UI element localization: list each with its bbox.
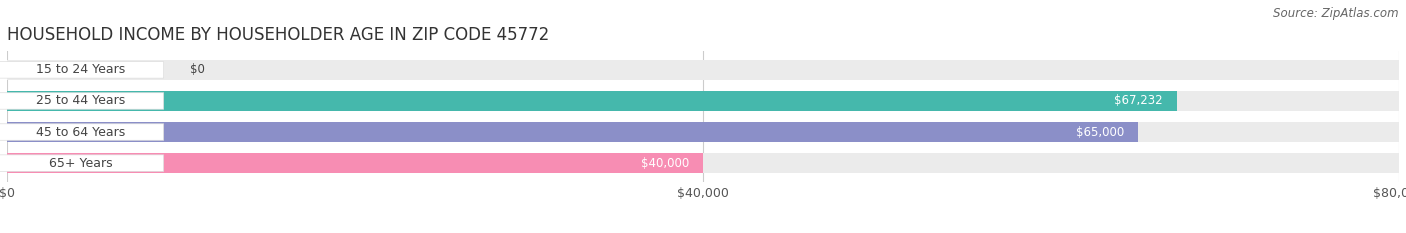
FancyBboxPatch shape xyxy=(0,155,163,171)
Bar xyxy=(7,60,1399,79)
Text: $0: $0 xyxy=(190,63,205,76)
Text: $65,000: $65,000 xyxy=(1076,126,1123,139)
Bar xyxy=(7,122,1137,142)
Text: $67,232: $67,232 xyxy=(1115,94,1163,107)
Text: Source: ZipAtlas.com: Source: ZipAtlas.com xyxy=(1274,7,1399,20)
Text: 65+ Years: 65+ Years xyxy=(49,157,112,170)
Text: 25 to 44 Years: 25 to 44 Years xyxy=(37,94,125,107)
FancyBboxPatch shape xyxy=(0,62,163,78)
Bar xyxy=(7,154,1399,173)
Text: HOUSEHOLD INCOME BY HOUSEHOLDER AGE IN ZIP CODE 45772: HOUSEHOLD INCOME BY HOUSEHOLDER AGE IN Z… xyxy=(7,26,550,44)
Bar xyxy=(7,91,1399,111)
Bar xyxy=(7,122,1399,142)
Text: 15 to 24 Years: 15 to 24 Years xyxy=(37,63,125,76)
Text: $40,000: $40,000 xyxy=(641,157,689,170)
Bar xyxy=(7,91,1177,111)
Text: 45 to 64 Years: 45 to 64 Years xyxy=(37,126,125,139)
FancyBboxPatch shape xyxy=(0,93,163,109)
FancyBboxPatch shape xyxy=(0,124,163,140)
Bar xyxy=(7,154,703,173)
